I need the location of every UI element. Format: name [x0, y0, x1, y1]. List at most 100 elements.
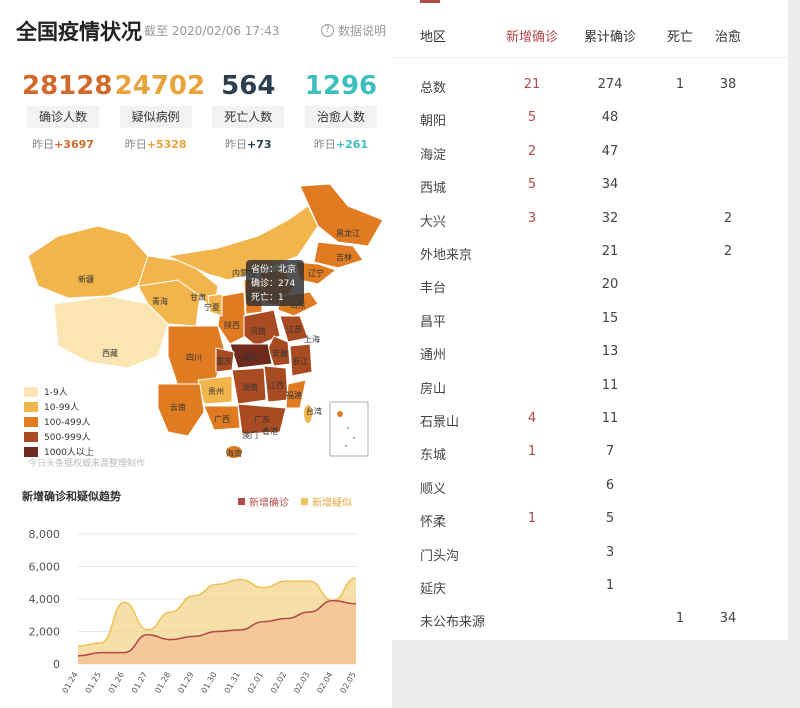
table-row[interactable]: 房山 11 [392, 369, 788, 402]
region-guangdong [237, 403, 287, 435]
x-tick-label: 01.24 [60, 671, 79, 695]
y-tick-label: 6,000 [29, 561, 61, 574]
data-note-link[interactable]: ? 数据说明 [320, 22, 386, 39]
table-row[interactable]: 西城 5 34 [392, 168, 788, 201]
cell-region: 昌平 [420, 314, 447, 330]
cell-cum: 1 [605, 578, 615, 593]
stat-label: 治愈人数 [304, 106, 377, 128]
table-row[interactable]: 大兴 3 32 2 [392, 202, 788, 235]
header-new[interactable]: 新增确诊 [505, 30, 558, 45]
map-label: 广西 [214, 414, 230, 424]
cell-cum: 11 [601, 377, 619, 393]
region-hubei [229, 343, 273, 369]
x-tick-label: 02.03 [292, 671, 311, 695]
region-jiangsu [279, 315, 309, 343]
table-row[interactable]: 通州 13 [392, 335, 788, 368]
x-tick-label: 01.27 [130, 671, 149, 695]
x-tick-label: 01.31 [223, 671, 242, 695]
map-label: 云南 [170, 402, 186, 412]
header-cum[interactable]: 累计确诊 [583, 30, 636, 45]
cell-cum: 11 [601, 411, 619, 426]
map-credit: 今日头条据权威来源整理制作 [28, 459, 146, 469]
cell-cum: 13 [601, 344, 619, 360]
map-tooltip: 省份：北京 确诊：274 死亡：1 [246, 260, 304, 306]
region-zhejiang [289, 343, 313, 377]
cell-cum: 3 [605, 544, 615, 560]
tooltip-deaths: 死亡：1 [251, 293, 284, 303]
map-label: 香港 [262, 426, 278, 436]
map-label: 宁夏 [204, 302, 220, 312]
table-row[interactable]: 总数 21 274 1 38 [392, 68, 788, 101]
map-label: 河南 [250, 326, 266, 336]
china-map[interactable]: 新疆 西藏 青海 甘肃 宁夏 内蒙古 黑龙江 吉林 辽宁 山东 江苏 陕西 河南… [18, 176, 388, 476]
stat-value: 24702 [114, 71, 206, 101]
cell-cum: 5 [605, 511, 615, 527]
table-row[interactable]: 延庆 1 [392, 569, 788, 602]
region-yunnan [157, 383, 205, 437]
stat-yesterday: 昨日+261 [313, 138, 369, 151]
stat-suspected: 24702 疑似病例 昨日+5328 [114, 70, 206, 160]
x-tick-label: 01.28 [153, 671, 172, 695]
cell-cum: 34 [601, 177, 619, 193]
cell-cum: 15 [601, 310, 619, 326]
region-jilin [313, 241, 364, 269]
table-row[interactable]: 顺义 6 [392, 469, 788, 502]
right-panel: 地区 新增确诊 累计确诊 死亡 治愈 总数 21 274 1 38 朝阳 5 48 海淀 2 47 西… [392, 0, 788, 640]
table-row[interactable]: 外地来京 21 2 [392, 235, 788, 268]
header: 全国疫情状况 截至 2020/02/06 17:43 ? 数据说明 [16, 16, 386, 48]
cell-new: 3 [527, 210, 537, 226]
stat-yesterday: 昨日+5328 [124, 138, 187, 151]
map-label: 上海 [304, 334, 320, 344]
cell-region: 门头沟 [420, 548, 460, 564]
series-area [78, 600, 356, 664]
legend-item: 100-499人 [24, 414, 94, 429]
cell-region: 西城 [420, 181, 447, 197]
cell-region: 石景山 [420, 415, 460, 430]
table-row[interactable]: 门头沟 3 [392, 536, 788, 569]
region-xinjiang [27, 225, 149, 299]
y-tick-label: 4,000 [29, 593, 61, 606]
y-tick-label: 0 [53, 658, 60, 671]
legend-item[interactable]: 新增确诊 [238, 494, 289, 509]
region-anhui [267, 335, 291, 367]
x-tick-label: 02.04 [315, 671, 334, 695]
header-region[interactable]: 地区 [420, 30, 447, 45]
cell-cum: 48 [601, 110, 619, 126]
map-label: 台湾 [306, 406, 322, 416]
table-row[interactable]: 海淀 2 47 [392, 135, 788, 168]
cell-region: 朝阳 [420, 114, 447, 130]
map-label: 西藏 [102, 348, 118, 358]
table-row[interactable]: 怀柔 1 5 [392, 502, 788, 535]
table-row[interactable]: 朝阳 5 48 [392, 101, 788, 134]
stat-yesterday: 昨日+73 [225, 138, 272, 151]
header-cured[interactable]: 治愈 [714, 30, 741, 45]
active-tab-indicator [420, 0, 440, 3]
table-row[interactable]: 丰台 20 [392, 268, 788, 301]
cell-cum: 21 [601, 244, 619, 259]
y-tick-label: 2,000 [29, 626, 61, 639]
cell-new: 1 [527, 511, 537, 527]
update-time: 截至 2020/02/06 17:43 [144, 24, 280, 38]
cell-region: 外地来京 [420, 248, 473, 263]
map-label: 浙江 [292, 356, 308, 366]
table-row[interactable]: 未公布来源 1 34 [392, 602, 788, 635]
legend-item[interactable]: 新增疑似 [301, 494, 352, 509]
header-death[interactable]: 死亡 [666, 30, 693, 45]
legend-item: 1-9人 [24, 384, 94, 399]
region-shaanxi [217, 291, 247, 345]
table-row[interactable]: 石景山 4 11 [392, 402, 788, 435]
south-china-sea-inset [329, 401, 369, 457]
table-row[interactable]: 昌平 15 [392, 302, 788, 335]
trend-title: 新增确诊和疑似趋势 [22, 490, 121, 503]
x-tick-label: 01.29 [176, 671, 195, 695]
tooltip-confirmed: 确诊：274 [251, 279, 296, 289]
region-ningxia [207, 293, 223, 317]
x-tick-label: 02.02 [269, 671, 288, 695]
stat-value: 1296 [304, 71, 378, 101]
x-tick-label: 01.30 [199, 671, 218, 695]
map-label: 澳门 [242, 430, 258, 440]
table-row[interactable]: 东城 1 7 [392, 435, 788, 468]
cell-new: 21 [523, 77, 541, 92]
page-title: 全国疫情状况 [16, 20, 142, 44]
stat-label: 疑似病例 [119, 106, 192, 128]
